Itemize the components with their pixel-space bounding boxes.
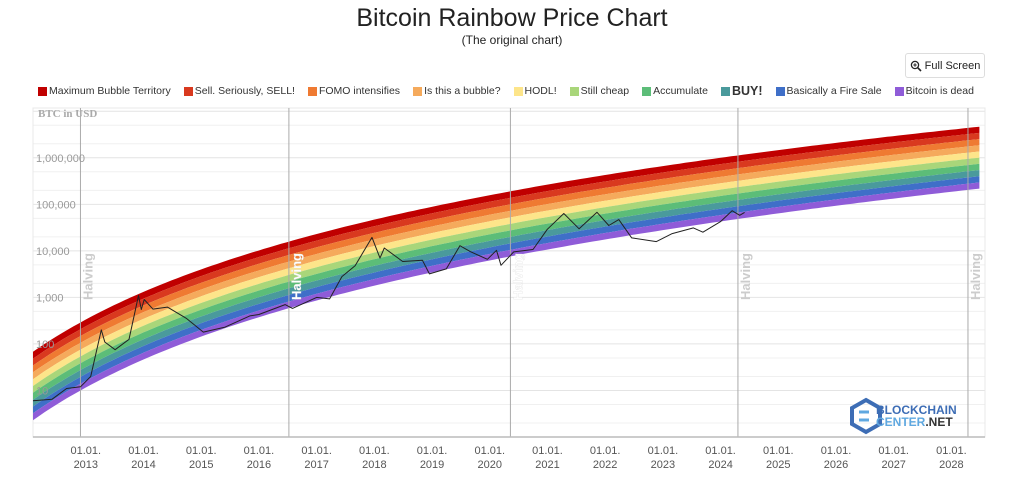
x-tick-label: 01.01. bbox=[936, 445, 967, 457]
legend-swatch bbox=[307, 86, 317, 96]
x-tick-label: 01.01. bbox=[474, 445, 505, 457]
legend-label: Still cheap bbox=[580, 85, 630, 97]
y-tick-label: 100,000 bbox=[36, 199, 76, 211]
legend-swatch bbox=[413, 86, 423, 96]
x-tick-label: 01.01. bbox=[532, 445, 563, 457]
x-tick-label: 01.01. bbox=[301, 445, 332, 457]
legend-label: Is this a bubble? bbox=[424, 85, 501, 97]
logo-text: CENTER.NET bbox=[876, 415, 953, 429]
legend-label: Basically a Fire Sale bbox=[786, 85, 882, 97]
legend-label: Maximum Bubble Territory bbox=[49, 85, 171, 97]
legend-swatch bbox=[894, 86, 904, 96]
x-tick-label: 01.01. bbox=[71, 445, 102, 457]
x-tick-label: 01.01. bbox=[878, 445, 909, 457]
x-tick-label: 01.01. bbox=[821, 445, 852, 457]
y-tick-label: 10 bbox=[36, 385, 48, 397]
full-screen-label: Full Screen bbox=[924, 59, 981, 72]
y-tick-label: 1,000,000 bbox=[36, 153, 85, 165]
x-tick-label: 01.01. bbox=[590, 445, 621, 457]
y-tick-label: 1,000 bbox=[36, 292, 64, 304]
legend-item[interactable]: BUY! bbox=[720, 84, 763, 98]
legend-item[interactable]: Sell. Seriously, SELL! bbox=[183, 85, 295, 97]
legend-swatch bbox=[720, 86, 730, 96]
legend-item[interactable]: FOMO intensifies bbox=[307, 85, 401, 97]
x-tick-label: 01.01. bbox=[417, 445, 448, 457]
x-tick-year: 2019 bbox=[420, 459, 444, 471]
zoom-in-icon bbox=[910, 60, 922, 72]
x-tick-year: 2025 bbox=[766, 459, 790, 471]
x-tick-year: 2024 bbox=[708, 459, 732, 471]
legend-label: Sell. Seriously, SELL! bbox=[194, 85, 295, 97]
x-tick-year: 2026 bbox=[824, 459, 848, 471]
legend-item[interactable]: Accumulate bbox=[642, 85, 708, 97]
legend-item[interactable]: Basically a Fire Sale bbox=[775, 85, 882, 97]
halving-label: Halving bbox=[968, 253, 983, 300]
legend-swatch bbox=[642, 86, 652, 96]
legend-swatch bbox=[38, 86, 47, 96]
y-axis-label: BTC in USD bbox=[38, 108, 97, 120]
x-tick-year: 2017 bbox=[304, 459, 328, 471]
x-tick-year: 2021 bbox=[535, 459, 559, 471]
x-tick-label: 01.01. bbox=[244, 445, 275, 457]
logo-text: BLOCKCHAIN bbox=[876, 403, 957, 417]
full-screen-button[interactable]: Full Screen bbox=[905, 53, 985, 78]
legend-swatch bbox=[569, 86, 579, 96]
halving-label: Halving bbox=[738, 253, 753, 300]
legend-swatch bbox=[183, 86, 193, 96]
x-tick-year: 2020 bbox=[478, 459, 502, 471]
x-tick-label: 01.01. bbox=[648, 445, 679, 457]
x-tick-label: 01.01. bbox=[763, 445, 794, 457]
x-tick-year: 2013 bbox=[74, 459, 98, 471]
btc-price-line bbox=[32, 210, 745, 402]
legend-item[interactable]: Still cheap bbox=[569, 85, 630, 97]
x-tick-label: 01.01. bbox=[359, 445, 390, 457]
x-tick-year: 2014 bbox=[131, 459, 155, 471]
x-tick-year: 2022 bbox=[593, 459, 617, 471]
legend-item[interactable]: Is this a bubble? bbox=[413, 85, 501, 97]
x-tick-year: 2028 bbox=[939, 459, 963, 471]
halving-label: Halving bbox=[289, 253, 304, 300]
legend-label: Bitcoin is dead bbox=[905, 85, 974, 97]
x-tick-year: 2027 bbox=[881, 459, 905, 471]
x-tick-label: 01.01. bbox=[705, 445, 736, 457]
halving-label: Halving bbox=[510, 253, 525, 300]
x-tick-year: 2018 bbox=[362, 459, 386, 471]
legend-label: HODL! bbox=[524, 85, 557, 97]
y-tick-label: 10,000 bbox=[36, 246, 70, 258]
legend-swatch bbox=[513, 86, 523, 96]
x-tick-year: 2023 bbox=[651, 459, 675, 471]
x-tick-label: 01.01. bbox=[186, 445, 217, 457]
legend: Maximum Bubble Territory Sell. Seriously,… bbox=[38, 84, 974, 98]
legend-swatch bbox=[775, 86, 785, 96]
legend-item[interactable]: Bitcoin is dead bbox=[894, 85, 974, 97]
x-tick-year: 2015 bbox=[189, 459, 213, 471]
chart-title: Bitcoin Rainbow Price Chart bbox=[356, 4, 668, 32]
x-tick-label: 01.01. bbox=[128, 445, 159, 457]
chart-subtitle: (The original chart) bbox=[461, 33, 563, 47]
y-tick-label: 100 bbox=[36, 339, 54, 351]
legend-item[interactable]: Maximum Bubble Territory bbox=[38, 85, 171, 97]
legend-label: BUY! bbox=[731, 84, 763, 98]
legend-label: FOMO intensifies bbox=[318, 85, 401, 97]
halving-label: Halving bbox=[80, 253, 95, 300]
legend-label: Accumulate bbox=[653, 85, 708, 97]
legend-item[interactable]: HODL! bbox=[513, 85, 557, 97]
x-tick-year: 2016 bbox=[247, 459, 271, 471]
